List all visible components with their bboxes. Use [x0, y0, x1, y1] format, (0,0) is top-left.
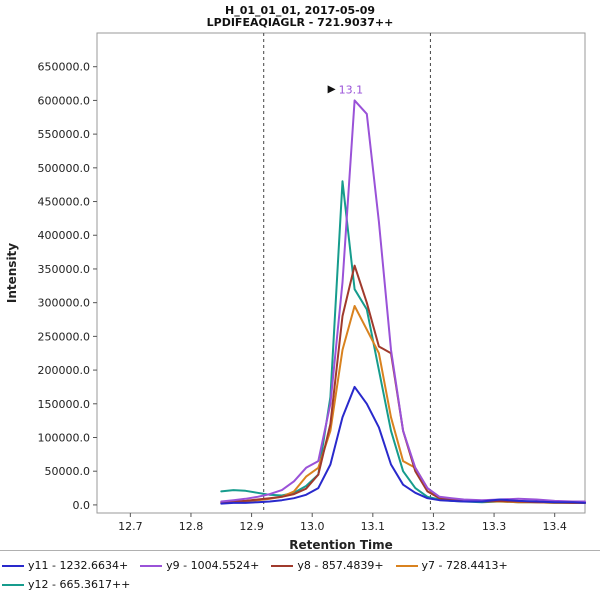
- y-tick-label: 200000.0: [38, 364, 91, 377]
- legend-item-y8: y8 - 857.4839+: [271, 559, 384, 572]
- series-line-y12: [220, 180, 586, 504]
- y-tick-label: 50000.0: [45, 465, 91, 478]
- x-tick-label: 13.4: [542, 520, 567, 533]
- x-axis-label: Retention Time: [289, 538, 393, 550]
- y-tick-label: 450000.0: [38, 196, 91, 209]
- legend-row-2: y12 - 665.3617++: [2, 575, 598, 594]
- y-tick-label: 650000.0: [38, 61, 91, 74]
- x-tick-label: 13.1: [361, 520, 386, 533]
- legend-swatch-y8: [271, 564, 294, 567]
- series-line-y9: [220, 99, 586, 503]
- y-axis-label: Intensity: [5, 243, 19, 303]
- y-tick-label: 0.0: [73, 499, 91, 512]
- legend-row-1: y11 - 1232.6634+ y9 - 1004.5524+ y8 - 85…: [2, 556, 598, 575]
- y-tick-label: 550000.0: [38, 128, 91, 141]
- y-tick-label: 600000.0: [38, 94, 91, 107]
- x-tick-label: 12.8: [179, 520, 204, 533]
- x-tick-label: 13.3: [482, 520, 507, 533]
- plot-border: [96, 32, 586, 514]
- legend-label-y9: y9 - 1004.5524+: [166, 559, 260, 572]
- legend-item-y9: y9 - 1004.5524+: [140, 559, 259, 572]
- y-tick-label: 150000.0: [38, 398, 91, 411]
- legend-swatch-y11: [2, 564, 24, 567]
- series-line-y7: [220, 305, 586, 504]
- legend-item-y12: y12 - 665.3617++: [2, 578, 130, 591]
- chart-header: H_01_01_01, 2017-05-09 LPDIFEAQIAGLR - 7…: [0, 0, 600, 29]
- peak-arrow-icon: [327, 85, 336, 94]
- legend-label-y7: y7 - 728.4413+: [421, 559, 508, 572]
- legend-label-y11: y11 - 1232.6634+: [28, 559, 129, 572]
- peak-rt-annotation[interactable]: 13.1: [339, 83, 364, 96]
- series-line-y11: [220, 385, 586, 505]
- legend-label-y12: y12 - 665.3617++: [28, 578, 131, 591]
- legend-label-y8: y8 - 857.4839+: [297, 559, 384, 572]
- legend-swatch-y9: [140, 564, 163, 567]
- legend: y11 - 1232.6634+ y9 - 1004.5524+ y8 - 85…: [0, 550, 600, 594]
- y-tick-label: 100000.0: [38, 431, 91, 444]
- y-tick-label: 350000.0: [38, 263, 91, 276]
- chart-subtitle: LPDIFEAQIAGLR - 721.9037++: [206, 16, 394, 29]
- chart-title: H_01_01_01, 2017-05-09: [225, 4, 375, 17]
- legend-item-y7: y7 - 728.4413+: [395, 559, 508, 572]
- y-tick-label: 400000.0: [38, 229, 91, 242]
- x-tick-label: 13.2: [421, 520, 446, 533]
- series-line-y8: [220, 264, 586, 504]
- y-tick-label: 300000.0: [38, 297, 91, 310]
- legend-swatch-y7: [395, 564, 418, 567]
- chromatogram-plot[interactable]: 0.0 50000.0 100000.0 150000.0 200000.0 250000…: [0, 28, 600, 550]
- legend-item-y11: y11 - 1232.6634+: [2, 559, 128, 572]
- x-tick-label: 13.0: [300, 520, 325, 533]
- x-tick-label: 12.7: [118, 520, 143, 533]
- y-tick-label: 500000.0: [38, 162, 91, 175]
- legend-swatch-y12: [2, 583, 24, 586]
- y-tick-label: 250000.0: [38, 330, 91, 343]
- x-tick-label: 12.9: [239, 520, 264, 533]
